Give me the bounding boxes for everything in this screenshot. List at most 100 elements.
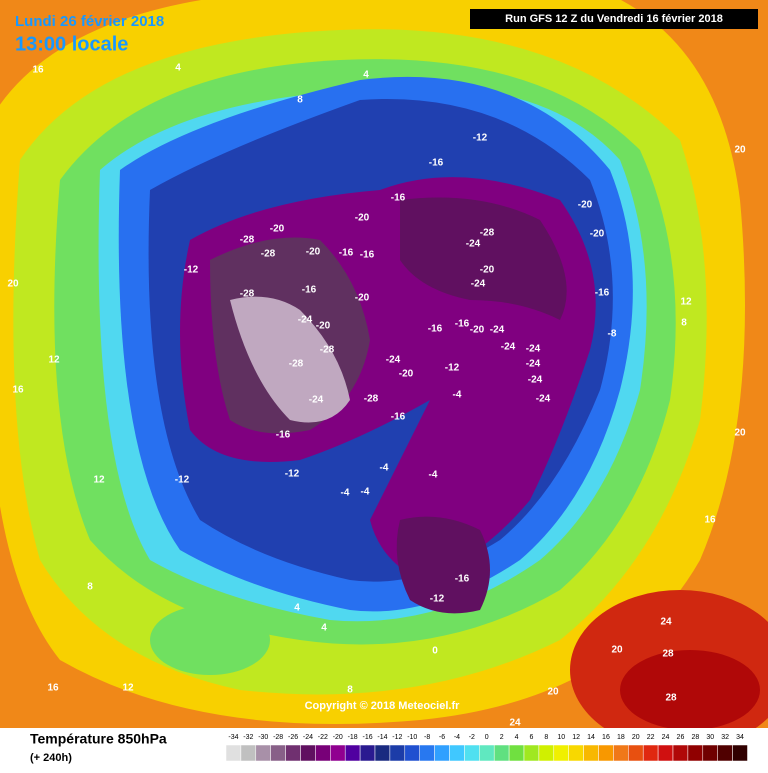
scale-swatch — [270, 744, 286, 762]
contour-label: -8 — [608, 329, 617, 340]
contour-label: -24 — [526, 359, 541, 370]
scale-label: 28 — [691, 734, 699, 741]
scale-swatch — [583, 744, 599, 762]
scale-swatch — [374, 744, 391, 762]
contour-label: -28 — [240, 235, 255, 246]
scale-swatch — [732, 744, 748, 762]
scale-label: 12 — [572, 734, 580, 741]
scale-swatch — [344, 744, 361, 762]
contour-label: -24 — [298, 315, 313, 326]
scale-swatch — [613, 744, 629, 762]
contour-label: 28 — [665, 693, 677, 704]
contour-label: -16 — [595, 288, 610, 299]
scale-swatch — [523, 744, 540, 762]
scale-swatch — [225, 744, 242, 762]
scale-label: 16 — [602, 734, 610, 741]
scale-label: -6 — [439, 734, 445, 741]
scale-swatch — [330, 744, 346, 762]
contour-label: -20 — [355, 293, 370, 304]
scale-label: 2 — [500, 734, 504, 741]
contour-label: 16 — [704, 515, 716, 526]
contour-label: -24 — [526, 344, 541, 355]
contour-label: 12 — [122, 683, 134, 694]
scale-swatch — [240, 744, 257, 762]
contour-label: -24 — [528, 375, 543, 386]
scale-swatch — [598, 744, 614, 762]
contour-label: 12 — [48, 355, 60, 366]
contour-label: -20 — [306, 247, 321, 258]
contour-label: 16 — [47, 683, 59, 694]
contour-label: -16 — [391, 193, 406, 204]
scale-swatch — [315, 744, 331, 762]
contour-label: 16 — [12, 385, 24, 396]
forecast-date: Lundi 26 février 2018 — [15, 13, 164, 30]
contour-label: 20 — [547, 687, 559, 698]
contour-label: 0 — [432, 646, 438, 657]
scale-swatch — [419, 744, 435, 762]
scale-label: 14 — [587, 734, 595, 741]
contour-label: -16 — [276, 430, 291, 441]
color-scale: -34 -32 -30 -28 -26 -24 -22 -20 -18 -16 -14 -12 -10-… — [225, 734, 748, 762]
scale-swatch — [702, 744, 718, 762]
contour-label: 12 — [680, 297, 692, 308]
contour-label: 4 — [294, 603, 300, 614]
contour-label: -28 — [289, 359, 304, 370]
scale-swatch — [538, 744, 555, 762]
contour-label: -24 — [536, 394, 551, 405]
scale-label: 0 — [485, 734, 489, 741]
scale-swatch — [479, 744, 495, 762]
contour-label: -20 — [470, 325, 485, 336]
contour-label: -20 — [480, 265, 495, 276]
contour-label: 28 — [662, 649, 674, 660]
scale-label: -18 — [348, 734, 358, 741]
scale-swatch — [449, 744, 465, 762]
scale-label: -4 — [454, 734, 460, 741]
contour-label: -24 — [386, 355, 401, 366]
contour-label: -28 — [261, 249, 276, 260]
scale-label: 30 — [706, 734, 714, 741]
contour-label: 4 — [321, 623, 327, 634]
contour-label: -16 — [391, 412, 406, 423]
contour-label: -28 — [240, 289, 255, 300]
contour-label: -20 — [590, 229, 605, 240]
legend-title: Température 850hPa — [30, 731, 167, 747]
contour-label: 20 — [7, 279, 19, 290]
scale-label: 24 — [662, 734, 670, 741]
contour-label: -24 — [501, 342, 516, 353]
contour-label: -28 — [320, 345, 335, 356]
contour-label: -12 — [430, 594, 445, 605]
contour-label: 24 — [660, 617, 672, 628]
scale-label: 20 — [632, 734, 640, 741]
scale-label: 10 — [557, 734, 565, 741]
contour-label: 8 — [87, 582, 93, 593]
scale-label: -26 — [288, 734, 298, 741]
scale-label: -20 — [333, 734, 343, 741]
contour-label: -16 — [429, 158, 444, 169]
contour-label: -4 — [341, 488, 350, 499]
scale-label: 26 — [677, 734, 685, 741]
contour-label: 24 — [509, 718, 521, 729]
contour-label: 4 — [363, 70, 369, 81]
scale-label: -28 — [273, 734, 283, 741]
contour-label: -20 — [355, 213, 370, 224]
contour-label: -28 — [480, 228, 495, 239]
contour-label: 8 — [681, 318, 687, 329]
scale-label: -34 — [228, 734, 238, 741]
scale-label: -8 — [424, 734, 430, 741]
contour-label: -12 — [445, 363, 460, 374]
contour-label: -4 — [380, 463, 389, 474]
scale-label: -22 — [318, 734, 328, 741]
scale-label: -16 — [362, 734, 372, 741]
contour-label: -28 — [364, 394, 379, 405]
copyright: Copyright © 2018 Meteociel.fr — [305, 700, 461, 712]
scale-label: 8 — [544, 734, 548, 741]
scale-label: 6 — [529, 734, 533, 741]
scale-label: 32 — [721, 734, 729, 741]
contour-label: -12 — [473, 133, 488, 144]
contour-label: 16 — [32, 65, 44, 76]
scale-swatch — [568, 744, 584, 762]
contour-label: 8 — [347, 685, 353, 696]
contour-label: -24 — [471, 279, 486, 290]
legend-lead: (+ 240h) — [30, 752, 72, 764]
